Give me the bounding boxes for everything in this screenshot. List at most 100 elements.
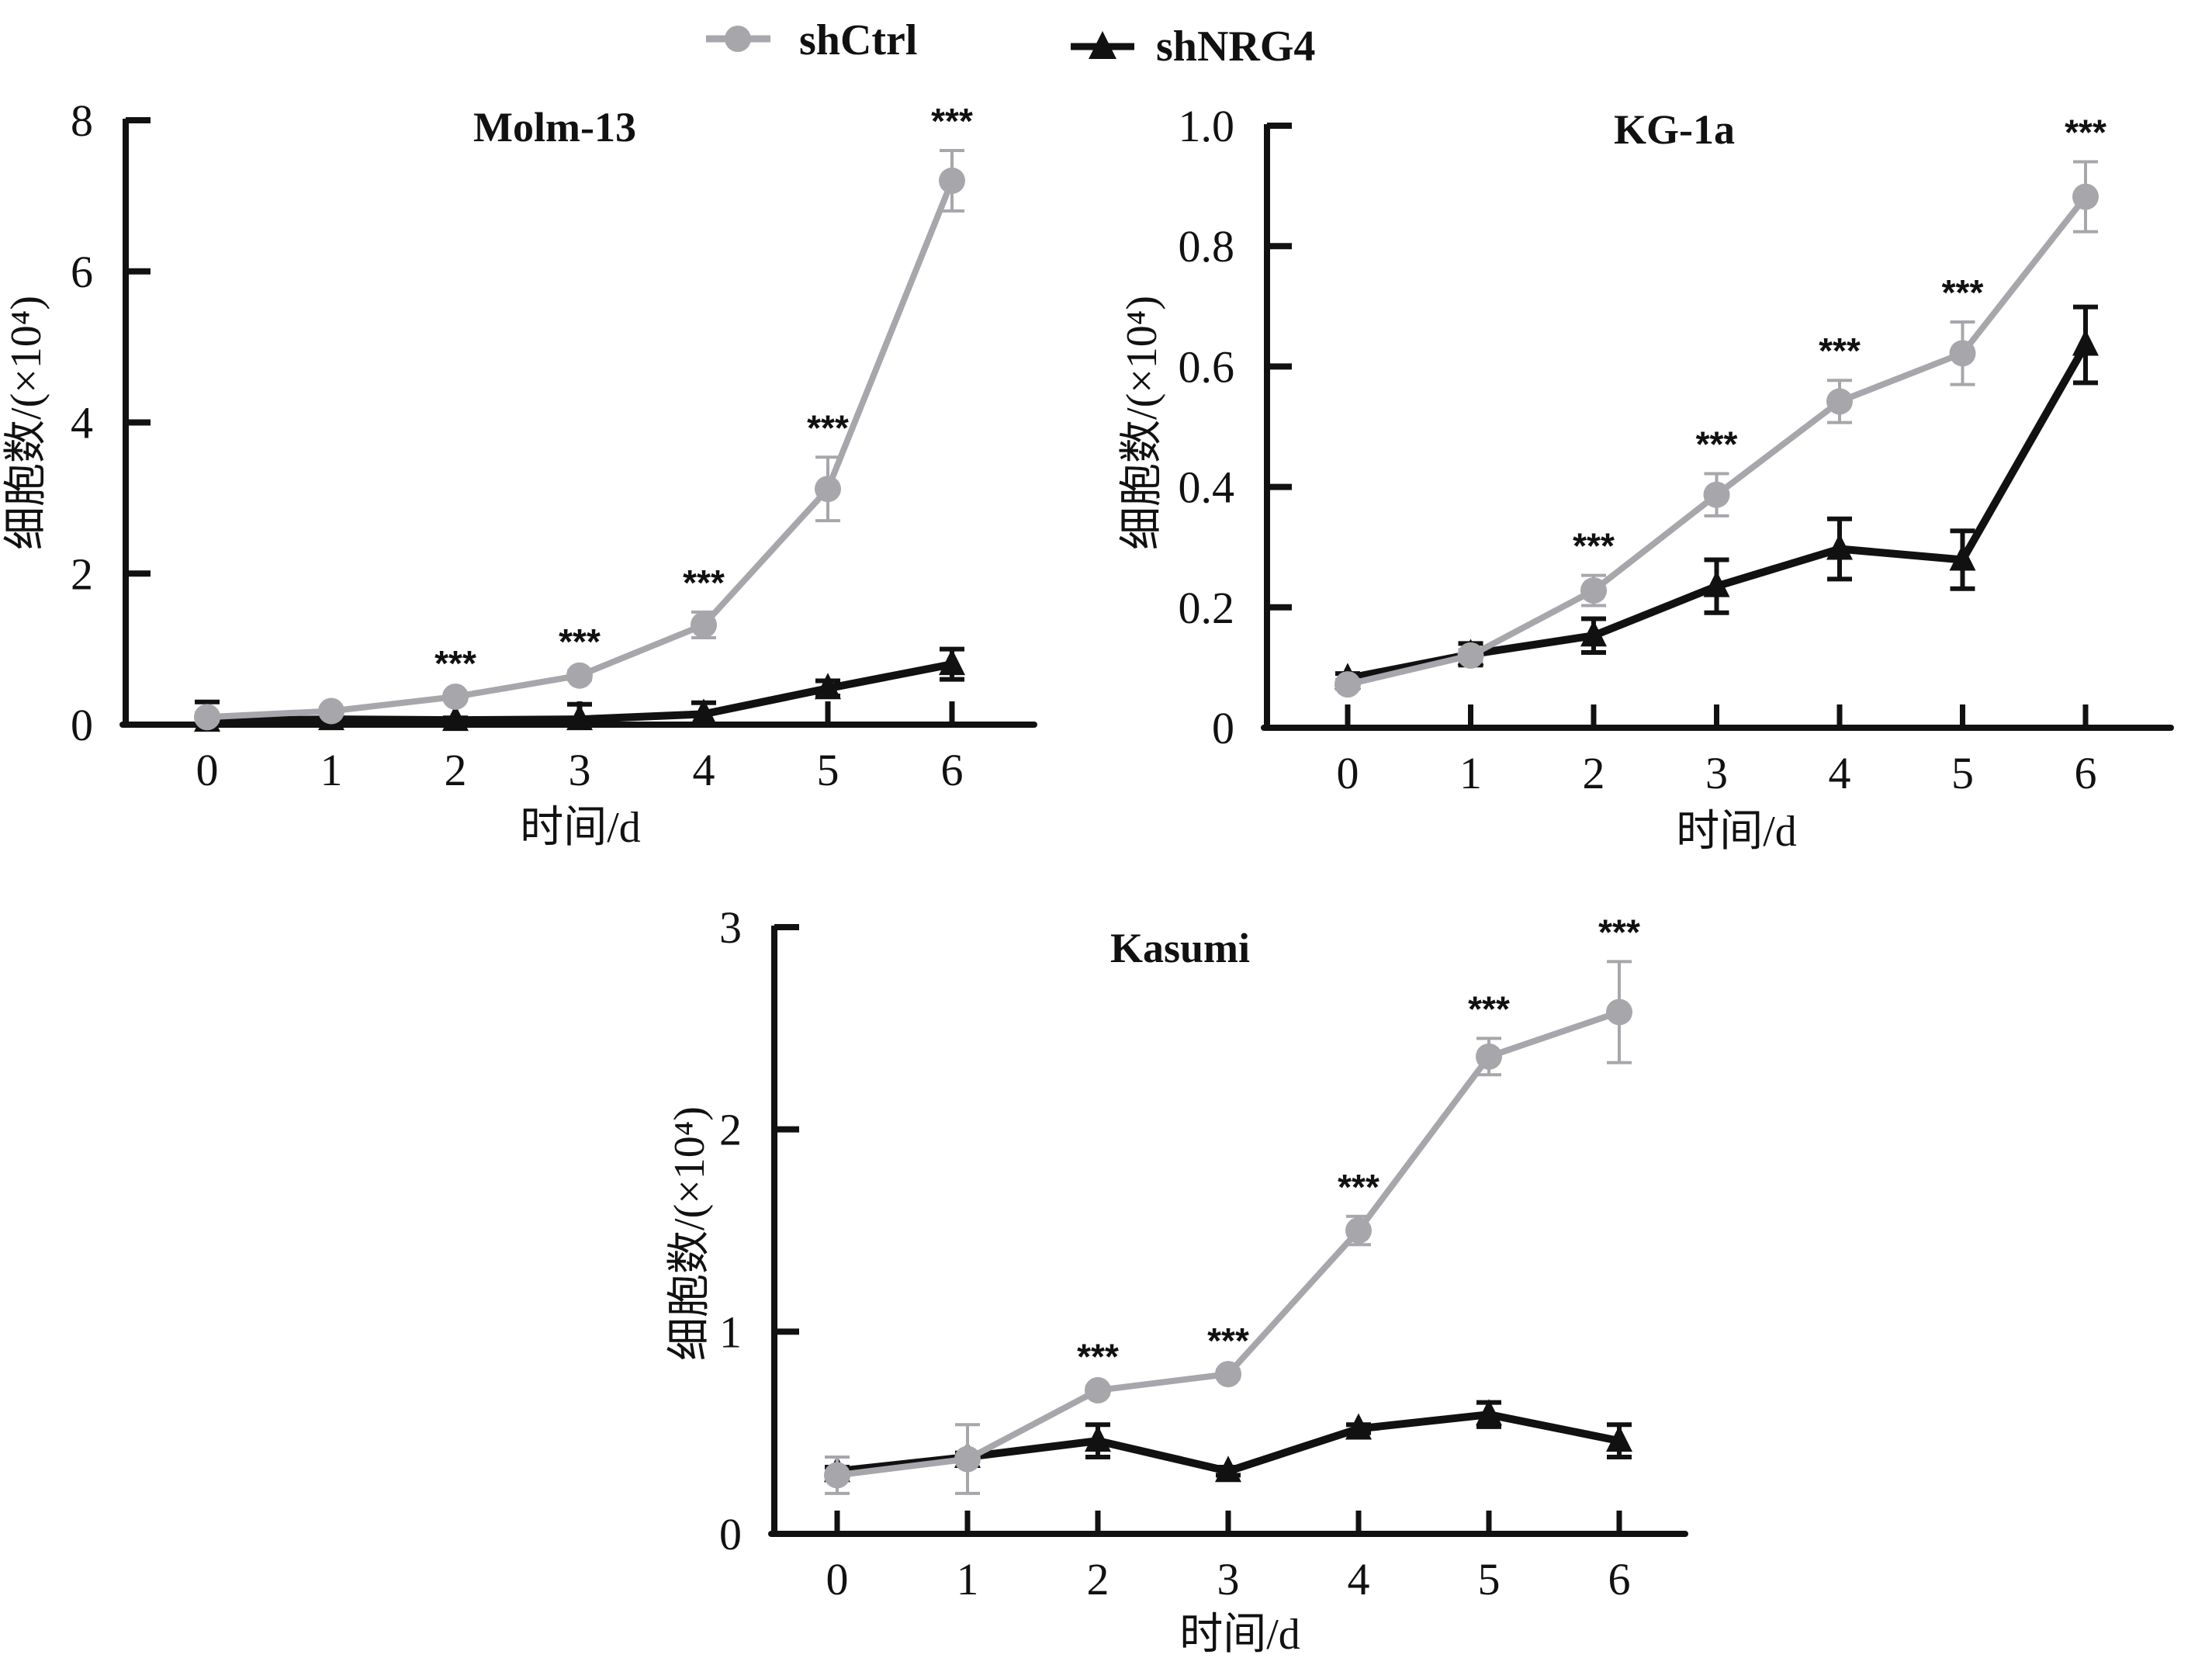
significance-label: *** [1696,424,1738,465]
significance-label: *** [559,621,601,662]
y-tick-label: 1 [719,1307,742,1357]
data-point-circle [1215,1361,1241,1388]
x-tick-label: 0 [826,1554,849,1604]
significance-label: *** [434,643,476,684]
data-point-triangle [815,673,841,700]
legend-label-shctrl: shCtrl [799,16,917,64]
significance-label: *** [1468,988,1510,1029]
data-point-triangle [939,649,965,676]
data-point-circle [318,697,344,725]
data-point-circle [566,662,593,689]
x-tick-label: 2 [445,745,467,795]
series-shctrl [194,148,965,731]
panel-molm-13: Molm-13 0 2 4 6 8 0 1 2 3 4 5 6 时间/d 细胞数/(×10⁴) *** *** *… [2,95,1037,852]
data-point-triangle [1703,570,1730,597]
x-tick-label: 1 [957,1554,979,1604]
chart-title: Molm-13 [473,104,636,151]
data-point-circle [1606,999,1632,1026]
series-shctrl [1334,160,2099,698]
y-tick-label: 1.0 [1179,101,1235,151]
y-axis-label: 细胞数/(×10⁴) [666,1106,714,1361]
panel-kg-1a: KG-1a 0 0.2 0.4 0.6 0.8 1.0 0 1 2 3 4 5 6 时间/d 细胞数/(×10… [1118,101,2174,856]
y-tick-label: 0.2 [1179,583,1235,633]
x-tick-label: 5 [817,745,839,795]
data-point-triangle [1215,1456,1241,1483]
data-point-circle [1703,481,1730,508]
data-point-triangle [1476,1399,1502,1426]
x-tick-label: 1 [320,745,343,795]
y-tick-label: 3 [719,902,742,953]
chart-title: Kasumi [1110,925,1250,971]
y-tick-label: 0.8 [1179,221,1235,272]
significance-label: *** [931,101,973,141]
data-point-circle [815,476,841,503]
y-tick-label: 4 [71,398,93,448]
significance-label: *** [683,562,725,603]
x-tick-label: 4 [693,745,715,795]
y-axis-label: 细胞数/(×10⁴) [2,296,50,550]
panel-kasumi: Kasumi 0 1 2 3 0 1 2 3 4 5 6 时间/d 细胞数/(×10⁴) *** *** ***… [666,902,1688,1658]
data-point-triangle [2072,329,2099,356]
data-point-triangle [1606,1425,1632,1452]
significance-label: *** [807,407,849,448]
x-tick-label: 4 [1829,748,1851,798]
chart-title: KG-1a [1614,106,1735,153]
y-tick-label: 0 [1212,703,1234,753]
series-shctrl [824,960,1632,1495]
data-point-circle [1334,671,1361,698]
y-tick-label: 6 [71,247,93,297]
x-tick-label: 5 [1478,1554,1501,1604]
legend-circle-marker-icon [725,26,751,52]
data-point-triangle [566,704,593,731]
data-point-circle [1949,340,1976,367]
x-tick-label: 0 [1337,748,1359,798]
data-point-triangle [691,698,717,725]
x-axis-label: 时间/d [1179,1611,1300,1658]
significance-label: *** [1077,1337,1119,1377]
y-axis-label: 细胞数/(×10⁴) [1118,296,1166,550]
data-point-triangle [1580,620,1607,647]
significance-label: *** [1819,331,1861,371]
significance-label: *** [1207,1321,1249,1361]
y-tick-label: 2 [71,549,93,599]
x-tick-label: 2 [1583,748,1605,798]
x-axis-label: 时间/d [1676,808,1797,856]
significance-label: *** [1573,526,1615,566]
x-axis-label: 时间/d [520,804,641,852]
y-tick-label: 0 [71,700,93,750]
x-tick-label: 6 [2075,748,2097,798]
data-point-circle [1085,1376,1111,1404]
legend-triangle-marker-icon [1089,31,1116,59]
legend-item-shnrg4: shNRG4 [1071,22,1315,71]
x-tick-label: 0 [196,745,219,795]
x-tick-label: 3 [1705,748,1728,798]
data-point-circle [2072,183,2099,210]
y-tick-label: 0.4 [1179,462,1235,513]
data-point-triangle [1085,1425,1111,1452]
series-shnrg4 [824,1399,1632,1483]
significance-label: *** [1942,272,1984,313]
data-point-circle [1580,577,1607,604]
data-point-circle [691,611,717,639]
data-point-circle [824,1462,850,1489]
x-tick-label: 6 [1608,1554,1631,1604]
data-point-triangle [1345,1413,1372,1440]
x-tick-label: 6 [941,745,964,795]
y-tick-label: 0.6 [1179,341,1235,392]
y-tick-label: 2 [719,1105,742,1155]
legend: shCtrl shNRG4 [706,16,1315,71]
significance-label: *** [1338,1167,1379,1207]
series-line [836,1009,1621,1479]
data-point-circle [1345,1217,1372,1244]
data-point-triangle [1949,544,1976,571]
data-point-triangle [442,704,469,732]
x-tick-label: 3 [1217,1554,1240,1604]
data-point-circle [954,1445,981,1473]
legend-label-shnrg4: shNRG4 [1156,22,1315,71]
data-point-circle [1457,642,1484,669]
data-point-circle [1476,1043,1502,1070]
significance-label: *** [2065,112,2106,153]
x-tick-label: 3 [569,745,591,795]
y-tick-label: 8 [71,95,93,146]
